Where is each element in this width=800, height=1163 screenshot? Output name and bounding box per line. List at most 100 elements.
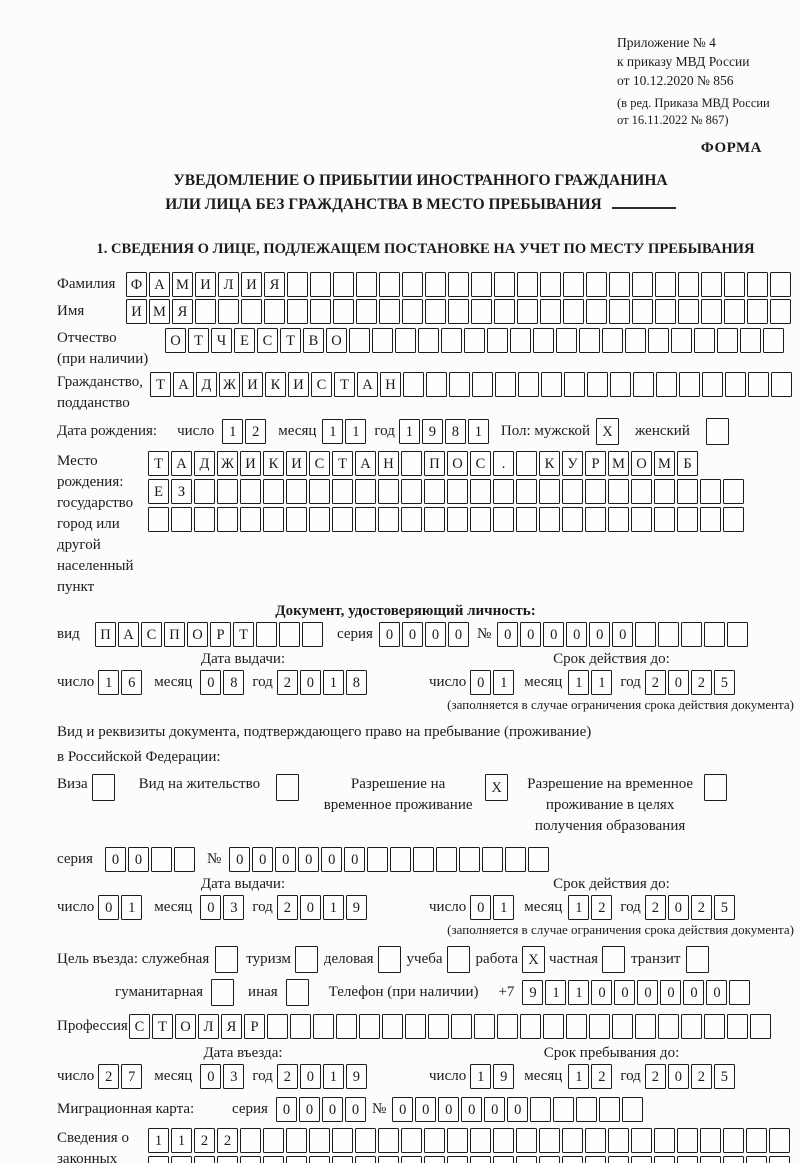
form-cell[interactable]	[564, 372, 585, 398]
form-cell[interactable]: 0	[706, 980, 728, 1006]
form-cell[interactable]: С	[470, 451, 491, 477]
form-cell[interactable]	[470, 1128, 491, 1154]
form-cell[interactable]: 0	[447, 622, 469, 648]
form-cell[interactable]	[310, 272, 331, 298]
form-cell[interactable]	[401, 507, 422, 533]
form-cell[interactable]	[359, 1014, 380, 1040]
form-cell[interactable]: 0	[98, 895, 120, 921]
form-cell[interactable]: А	[355, 451, 376, 477]
form-cell[interactable]	[700, 1128, 721, 1154]
form-cell[interactable]: З	[171, 479, 192, 505]
form-cell[interactable]	[451, 1014, 472, 1040]
form-cell[interactable]: 0	[589, 622, 611, 648]
form-cell[interactable]: 1	[493, 670, 515, 696]
form-cell[interactable]	[309, 1128, 330, 1154]
form-cell[interactable]: 0	[104, 847, 126, 873]
form-cell[interactable]	[379, 299, 400, 325]
form-cell[interactable]	[240, 1156, 261, 1163]
form-cell[interactable]: Н	[380, 372, 401, 398]
form-cell[interactable]	[631, 1156, 652, 1163]
form-cell[interactable]: К	[539, 451, 560, 477]
form-cell[interactable]: 8	[223, 670, 245, 696]
form-cell[interactable]	[493, 479, 514, 505]
form-cell[interactable]	[424, 507, 445, 533]
form-cell[interactable]: 0	[229, 847, 251, 873]
form-cell[interactable]	[654, 1156, 675, 1163]
form-cell[interactable]	[678, 272, 699, 298]
form-cell[interactable]	[240, 1128, 261, 1154]
form-cell[interactable]: 1	[322, 419, 344, 445]
form-cell[interactable]	[585, 1128, 606, 1154]
form-cell[interactable]	[747, 272, 768, 298]
form-cell[interactable]	[622, 1097, 644, 1123]
form-cell[interactable]	[194, 507, 215, 533]
form-cell[interactable]: 2	[276, 895, 298, 921]
form-cell[interactable]	[447, 507, 468, 533]
form-cell[interactable]: Д	[194, 451, 215, 477]
form-cell[interactable]	[148, 1156, 169, 1163]
form-cell[interactable]	[413, 847, 435, 873]
form-cell[interactable]: 3	[223, 895, 245, 921]
form-cell[interactable]: К	[263, 451, 284, 477]
form-cell[interactable]	[495, 372, 516, 398]
form-cell[interactable]	[635, 622, 657, 648]
form-cell[interactable]	[470, 1156, 491, 1163]
form-cell[interactable]	[724, 272, 745, 298]
form-cell[interactable]	[471, 272, 492, 298]
form-cell[interactable]: 1	[322, 895, 344, 921]
form-cell[interactable]	[217, 507, 238, 533]
form-cell[interactable]	[263, 1156, 284, 1163]
form-cell[interactable]	[382, 1014, 403, 1040]
form-cell[interactable]: 2	[245, 419, 267, 445]
form-cell[interactable]: С	[141, 622, 162, 648]
form-cell[interactable]: 0	[200, 1064, 222, 1090]
form-cell[interactable]	[356, 272, 377, 298]
form-cell[interactable]: 2	[217, 1128, 238, 1154]
form-cell[interactable]	[470, 507, 491, 533]
form-cell[interactable]	[608, 1156, 629, 1163]
form-cell[interactable]	[447, 1128, 468, 1154]
form-cell[interactable]: 1	[121, 895, 143, 921]
form-cell[interactable]: И	[286, 451, 307, 477]
form-cell[interactable]	[517, 299, 538, 325]
form-cell[interactable]: 1	[398, 419, 420, 445]
form-cell[interactable]: 0	[298, 847, 320, 873]
form-cell[interactable]: Т	[150, 372, 171, 398]
form-cell[interactable]	[556, 328, 577, 354]
form-cell[interactable]	[355, 1156, 376, 1163]
form-cell[interactable]	[426, 372, 447, 398]
form-cell[interactable]	[441, 328, 462, 354]
form-cell[interactable]	[655, 299, 676, 325]
form-cell[interactable]: А	[171, 451, 192, 477]
form-cell[interactable]	[586, 299, 607, 325]
form-cell[interactable]: .	[493, 451, 514, 477]
form-cell[interactable]: 5	[713, 895, 735, 921]
form-cell[interactable]	[632, 299, 653, 325]
form-cell[interactable]: О	[165, 328, 186, 354]
form-cell[interactable]	[405, 1014, 426, 1040]
form-cell[interactable]	[332, 1128, 353, 1154]
form-cell[interactable]	[332, 507, 353, 533]
form-cell[interactable]	[553, 1097, 575, 1123]
form-cell[interactable]	[763, 328, 784, 354]
form-cell[interactable]: 2	[98, 1064, 120, 1090]
form-cell[interactable]: И	[242, 372, 263, 398]
form-cell[interactable]	[539, 507, 560, 533]
form-cell[interactable]	[378, 1128, 399, 1154]
form-cell[interactable]: О	[631, 451, 652, 477]
form-cell[interactable]	[474, 1014, 495, 1040]
form-cell[interactable]: 0	[127, 847, 149, 873]
form-cell[interactable]	[654, 479, 675, 505]
form-cell[interactable]	[541, 372, 562, 398]
form-cell[interactable]	[681, 622, 703, 648]
form-cell[interactable]	[585, 479, 606, 505]
form-cell[interactable]	[704, 774, 728, 802]
form-cell[interactable]: 0	[507, 1097, 529, 1123]
form-cell[interactable]	[518, 372, 539, 398]
form-cell[interactable]: 2	[591, 895, 613, 921]
form-cell[interactable]	[493, 1156, 514, 1163]
form-cell[interactable]: 0	[321, 847, 343, 873]
form-cell[interactable]	[395, 328, 416, 354]
form-cell[interactable]	[747, 299, 768, 325]
form-cell[interactable]: 0	[484, 1097, 506, 1123]
